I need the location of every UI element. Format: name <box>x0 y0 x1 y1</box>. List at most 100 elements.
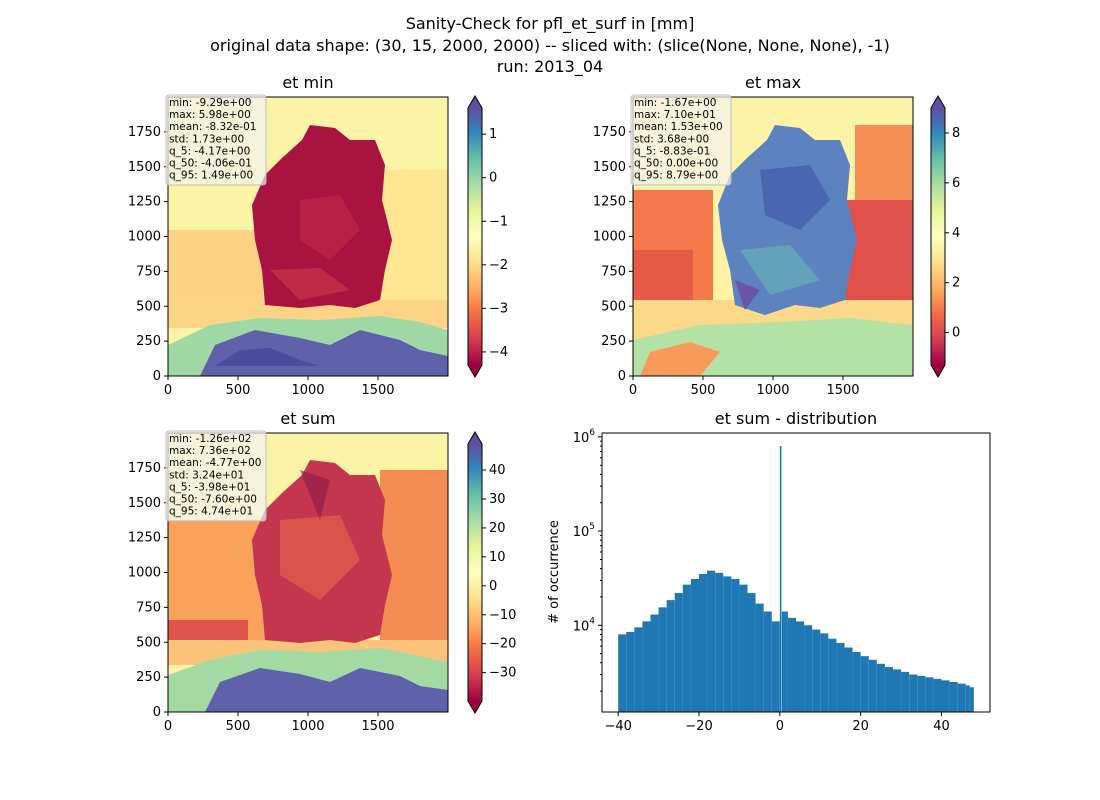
histogram-bar <box>650 614 659 712</box>
panel-et-max: et max 0 500 1000 1500 0 250 500 750 1000 1250 150… <box>593 73 960 398</box>
heatmap-et-min <box>168 97 448 376</box>
colorbar-tick-label: −3 <box>489 301 508 316</box>
y-tick-label: 1000 <box>593 230 626 245</box>
panel-title-distribution: et sum - distribution <box>715 409 877 428</box>
figure-title-line-2: original data shape: (30, 15, 2000, 2000… <box>210 36 890 55</box>
histogram-bar <box>781 611 788 712</box>
colorbar-tick-label: 0 <box>489 579 497 594</box>
histogram-bar <box>917 675 926 712</box>
stats-line: q_95: 8.79e+00 <box>634 170 718 182</box>
x-tick-label: 0 <box>629 383 637 398</box>
histogram-bar <box>909 674 918 712</box>
histogram-bar <box>804 625 813 712</box>
y-tick-label: 1000 <box>128 566 161 581</box>
histogram-bar <box>949 681 958 712</box>
y-tick-label: 250 <box>136 334 161 349</box>
y-tick-label: 1750 <box>128 461 161 476</box>
axes-ticks-et-sum: 0 500 1000 1500 0 250 500 750 1000 1250 1500 1750 <box>128 461 395 734</box>
histogram-bar <box>715 572 724 712</box>
y-tick-label: 1250 <box>128 531 161 546</box>
y-tick-label: 500 <box>136 635 161 650</box>
colorbar-tick-label: −2 <box>489 258 508 273</box>
histogram-bar <box>925 677 934 712</box>
y-tick-label: 500 <box>601 299 626 314</box>
histogram-bar <box>690 578 699 712</box>
histogram-bar <box>812 629 821 712</box>
histogram-bar <box>771 621 780 712</box>
histogram-bar <box>860 656 869 712</box>
y-tick-label: 1500 <box>128 496 161 511</box>
y-tick-label: 0 <box>153 705 161 720</box>
histogram-bar <box>969 687 974 712</box>
y-tick-label: 0 <box>618 369 626 384</box>
stats-line: q_50: -4.06e-01 <box>169 158 252 170</box>
x-tick-label: −20 <box>685 719 712 734</box>
colorbar-tick-label: 4 <box>952 226 960 241</box>
stats-line: q_5: -4.17e+00 <box>169 145 250 157</box>
colorbar-tick-label: 30 <box>489 492 506 507</box>
stats-line: std: 3.24e+01 <box>169 469 244 481</box>
x-tick-label: −40 <box>604 719 631 734</box>
axes-ticks-et-max: 0 500 1000 1500 0 250 500 750 1000 1250 1500 1750 <box>593 125 860 398</box>
panel-title-et-min: et min <box>282 73 333 92</box>
stats-line: std: 3.68e+00 <box>634 133 709 145</box>
panel-et-min: et min 0 500 1000 1500 0 250 500 750 1000 1250 150… <box>128 73 508 398</box>
y-tick-label: 1250 <box>593 195 626 210</box>
stats-line: max: 7.10e+01 <box>634 109 716 121</box>
histogram-bar <box>828 638 837 712</box>
figure-title-line-1: Sanity-Check for pfl_et_surf in [mm] <box>406 14 695 34</box>
stats-box-frame <box>165 94 267 186</box>
colorbar-tick-label: −30 <box>489 666 516 681</box>
colorbar-tick-label: 10 <box>489 550 506 565</box>
y-tick-label: 1000 <box>128 230 161 245</box>
colorbar-tick-label: −1 <box>489 214 508 229</box>
x-tick-label: 500 <box>226 719 251 734</box>
y-tick-label: 750 <box>136 264 161 279</box>
histogram-bar <box>658 607 667 712</box>
histogram-bar <box>739 584 748 712</box>
histogram-bar <box>674 593 683 712</box>
y-tick-label: 250 <box>136 670 161 685</box>
stats-line: max: 5.98e+00 <box>169 109 251 121</box>
histogram-bar <box>642 621 651 712</box>
x-tick-label: 1000 <box>291 383 324 398</box>
histogram-bar <box>820 633 829 712</box>
histogram-bar <box>666 600 675 712</box>
colorbar-et-sum: 40 30 20 10 0 −10 −20 −30 <box>467 431 516 714</box>
x-tick-label: 20 <box>852 719 869 734</box>
histogram-bar <box>731 578 740 712</box>
colorbar-tick-label: −4 <box>489 345 508 360</box>
x-tick-label: 1000 <box>291 719 324 734</box>
histogram-bar <box>787 617 796 712</box>
y-tick-label: 1250 <box>128 195 161 210</box>
histogram-bar <box>747 593 756 712</box>
histogram-bar <box>626 631 635 712</box>
stats-line: std: 1.73e+00 <box>169 133 244 145</box>
colorbar-tick-label: −10 <box>489 608 516 623</box>
histogram-bar <box>957 683 966 712</box>
panel-title-et-sum: et sum <box>280 409 335 428</box>
histogram-bar <box>884 667 893 712</box>
histogram-bar <box>618 634 627 712</box>
histogram-bar <box>779 446 782 712</box>
panel-et-sum: et sum 0 500 1000 1500 0 250 500 750 1000 1250 150… <box>128 409 517 734</box>
x-tick-label: 1500 <box>361 719 394 734</box>
histogram-bars <box>618 446 974 712</box>
colorbar-tick-label: 40 <box>489 463 506 478</box>
stats-line: min: -1.26e+02 <box>169 433 251 445</box>
y-tick-label: 104 <box>573 616 596 634</box>
stats-line: mean: -4.77e+00 <box>169 457 261 469</box>
colorbar-tick-label: −20 <box>489 637 516 652</box>
y-tick-label: 1500 <box>593 160 626 175</box>
stats-line: q_95: 4.74e+01 <box>169 506 253 518</box>
colorbar-tick-label: 0 <box>489 171 497 186</box>
histogram-bar <box>763 611 772 712</box>
stats-line: q_5: -8.83e-01 <box>634 145 710 157</box>
histogram-bar <box>707 570 716 712</box>
histogram-bar <box>893 669 902 712</box>
histogram-ylabel: # of occurrence <box>547 520 562 624</box>
x-tick-label: 1500 <box>361 383 394 398</box>
